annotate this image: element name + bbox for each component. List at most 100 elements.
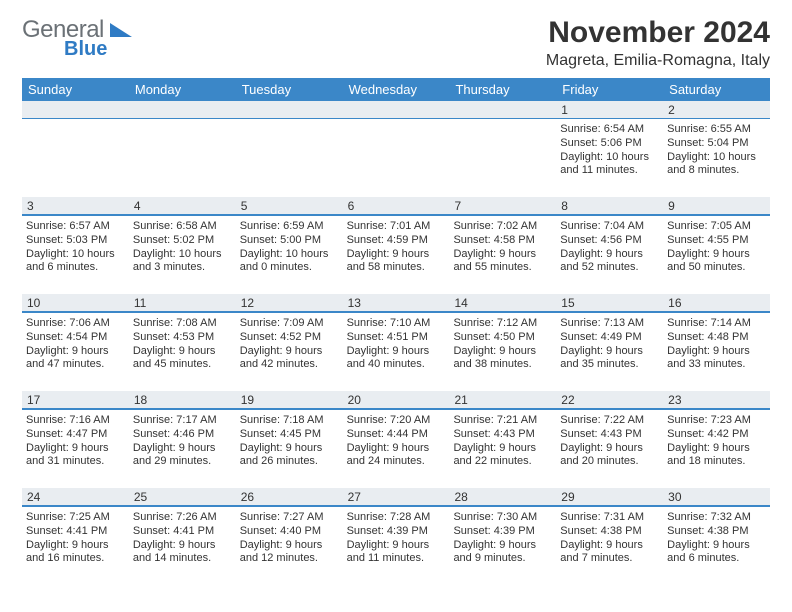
sunset-line: Sunset: 4:59 PM — [347, 234, 446, 248]
calendar-page: General Blue November 2024 Magreta, Emil… — [0, 0, 792, 597]
day-number: 12 — [236, 294, 343, 311]
sunrise-line: Sunrise: 7:31 AM — [560, 511, 659, 525]
sunset-line: Sunset: 4:51 PM — [347, 331, 446, 345]
weekday-header-row: SundayMondayTuesdayWednesdayThursdayFrid… — [22, 78, 770, 101]
sunrise-line: Sunrise: 6:59 AM — [240, 220, 339, 234]
day-cell: Sunrise: 7:26 AMSunset: 4:41 PMDaylight:… — [129, 507, 236, 581]
sunset-line: Sunset: 4:39 PM — [347, 525, 446, 539]
day-number — [343, 101, 450, 118]
day-cell: Sunrise: 7:02 AMSunset: 4:58 PMDaylight:… — [449, 216, 556, 290]
day-number: 30 — [663, 488, 770, 505]
week-row: Sunrise: 6:57 AMSunset: 5:03 PMDaylight:… — [22, 215, 770, 294]
daylight-line: Daylight: 9 hours and 45 minutes. — [133, 345, 232, 373]
sunrise-line: Sunrise: 7:26 AM — [133, 511, 232, 525]
sunset-line: Sunset: 4:54 PM — [26, 331, 125, 345]
daylight-line: Daylight: 9 hours and 42 minutes. — [240, 345, 339, 373]
day-number: 26 — [236, 488, 343, 505]
sunset-line: Sunset: 4:48 PM — [667, 331, 766, 345]
day-cell: Sunrise: 7:23 AMSunset: 4:42 PMDaylight:… — [663, 410, 770, 484]
day-cell: Sunrise: 7:20 AMSunset: 4:44 PMDaylight:… — [343, 410, 450, 484]
day-details: Sunrise: 7:02 AMSunset: 4:58 PMDaylight:… — [453, 218, 552, 275]
day-number — [22, 101, 129, 118]
day-cell: Sunrise: 7:12 AMSunset: 4:50 PMDaylight:… — [449, 313, 556, 387]
sunset-line: Sunset: 4:47 PM — [26, 428, 125, 442]
daylight-line: Daylight: 9 hours and 22 minutes. — [453, 442, 552, 470]
daylight-line: Daylight: 9 hours and 14 minutes. — [133, 539, 232, 567]
day-number: 19 — [236, 391, 343, 408]
day-details: Sunrise: 7:09 AMSunset: 4:52 PMDaylight:… — [240, 315, 339, 372]
daylight-line: Daylight: 10 hours and 3 minutes. — [133, 248, 232, 276]
sunrise-line: Sunrise: 7:23 AM — [667, 414, 766, 428]
day-number: 13 — [343, 294, 450, 311]
day-cell: Sunrise: 7:28 AMSunset: 4:39 PMDaylight:… — [343, 507, 450, 581]
weekday-header-cell: Friday — [556, 78, 663, 101]
week-row: Sunrise: 7:25 AMSunset: 4:41 PMDaylight:… — [22, 506, 770, 585]
sunset-line: Sunset: 4:40 PM — [240, 525, 339, 539]
sunrise-line: Sunrise: 7:28 AM — [347, 511, 446, 525]
day-details: Sunrise: 7:21 AMSunset: 4:43 PMDaylight:… — [453, 412, 552, 469]
day-details: Sunrise: 7:16 AMSunset: 4:47 PMDaylight:… — [26, 412, 125, 469]
sunrise-line: Sunrise: 7:05 AM — [667, 220, 766, 234]
daylight-line: Daylight: 10 hours and 11 minutes. — [560, 151, 659, 179]
sunrise-line: Sunrise: 7:09 AM — [240, 317, 339, 331]
day-number-row: 12 — [22, 101, 770, 119]
day-details: Sunrise: 7:01 AMSunset: 4:59 PMDaylight:… — [347, 218, 446, 275]
day-number: 24 — [22, 488, 129, 505]
sunrise-line: Sunrise: 7:17 AM — [133, 414, 232, 428]
sunset-line: Sunset: 4:55 PM — [667, 234, 766, 248]
daylight-line: Daylight: 9 hours and 35 minutes. — [560, 345, 659, 373]
sunrise-line: Sunrise: 7:30 AM — [453, 511, 552, 525]
day-cell: Sunrise: 7:14 AMSunset: 4:48 PMDaylight:… — [663, 313, 770, 387]
day-number — [236, 101, 343, 118]
day-details: Sunrise: 6:54 AMSunset: 5:06 PMDaylight:… — [560, 121, 659, 178]
day-cell — [236, 119, 343, 193]
day-cell: Sunrise: 7:18 AMSunset: 4:45 PMDaylight:… — [236, 410, 343, 484]
day-number: 17 — [22, 391, 129, 408]
logo: General Blue — [22, 16, 132, 61]
day-cell: Sunrise: 6:54 AMSunset: 5:06 PMDaylight:… — [556, 119, 663, 193]
day-cell — [449, 119, 556, 193]
daylight-line: Daylight: 10 hours and 6 minutes. — [26, 248, 125, 276]
day-cell: Sunrise: 7:32 AMSunset: 4:38 PMDaylight:… — [663, 507, 770, 581]
sunset-line: Sunset: 4:43 PM — [453, 428, 552, 442]
day-cell: Sunrise: 7:08 AMSunset: 4:53 PMDaylight:… — [129, 313, 236, 387]
sunrise-line: Sunrise: 6:55 AM — [667, 123, 766, 137]
sunset-line: Sunset: 4:41 PM — [133, 525, 232, 539]
sunset-line: Sunset: 4:52 PM — [240, 331, 339, 345]
sunset-line: Sunset: 4:38 PM — [667, 525, 766, 539]
location-label: Magreta, Emilia-Romagna, Italy — [546, 52, 770, 70]
logo-text-blue: Blue — [64, 38, 132, 61]
sunset-line: Sunset: 5:04 PM — [667, 137, 766, 151]
day-number-row: 17181920212223 — [22, 391, 770, 409]
day-cell: Sunrise: 7:31 AMSunset: 4:38 PMDaylight:… — [556, 507, 663, 581]
day-number: 25 — [129, 488, 236, 505]
day-number: 23 — [663, 391, 770, 408]
day-number: 16 — [663, 294, 770, 311]
day-number: 22 — [556, 391, 663, 408]
header-right: November 2024 Magreta, Emilia-Romagna, I… — [546, 16, 770, 70]
daylight-line: Daylight: 9 hours and 47 minutes. — [26, 345, 125, 373]
weekday-header-cell: Wednesday — [343, 78, 450, 101]
day-details: Sunrise: 7:28 AMSunset: 4:39 PMDaylight:… — [347, 509, 446, 566]
day-details: Sunrise: 7:14 AMSunset: 4:48 PMDaylight:… — [667, 315, 766, 372]
sunset-line: Sunset: 4:41 PM — [26, 525, 125, 539]
week-row: Sunrise: 7:06 AMSunset: 4:54 PMDaylight:… — [22, 312, 770, 391]
page-header: General Blue November 2024 Magreta, Emil… — [22, 16, 770, 70]
day-number — [129, 101, 236, 118]
day-details: Sunrise: 6:57 AMSunset: 5:03 PMDaylight:… — [26, 218, 125, 275]
day-details: Sunrise: 7:10 AMSunset: 4:51 PMDaylight:… — [347, 315, 446, 372]
day-details: Sunrise: 7:17 AMSunset: 4:46 PMDaylight:… — [133, 412, 232, 469]
day-number-row: 3456789 — [22, 197, 770, 215]
day-number: 1 — [556, 101, 663, 118]
day-number: 5 — [236, 197, 343, 214]
day-details: Sunrise: 7:26 AMSunset: 4:41 PMDaylight:… — [133, 509, 232, 566]
sunrise-line: Sunrise: 6:58 AM — [133, 220, 232, 234]
daylight-line: Daylight: 9 hours and 7 minutes. — [560, 539, 659, 567]
sunrise-line: Sunrise: 7:27 AM — [240, 511, 339, 525]
day-number: 8 — [556, 197, 663, 214]
day-details: Sunrise: 7:22 AMSunset: 4:43 PMDaylight:… — [560, 412, 659, 469]
daylight-line: Daylight: 9 hours and 40 minutes. — [347, 345, 446, 373]
daylight-line: Daylight: 9 hours and 29 minutes. — [133, 442, 232, 470]
daylight-line: Daylight: 9 hours and 50 minutes. — [667, 248, 766, 276]
day-details: Sunrise: 7:08 AMSunset: 4:53 PMDaylight:… — [133, 315, 232, 372]
